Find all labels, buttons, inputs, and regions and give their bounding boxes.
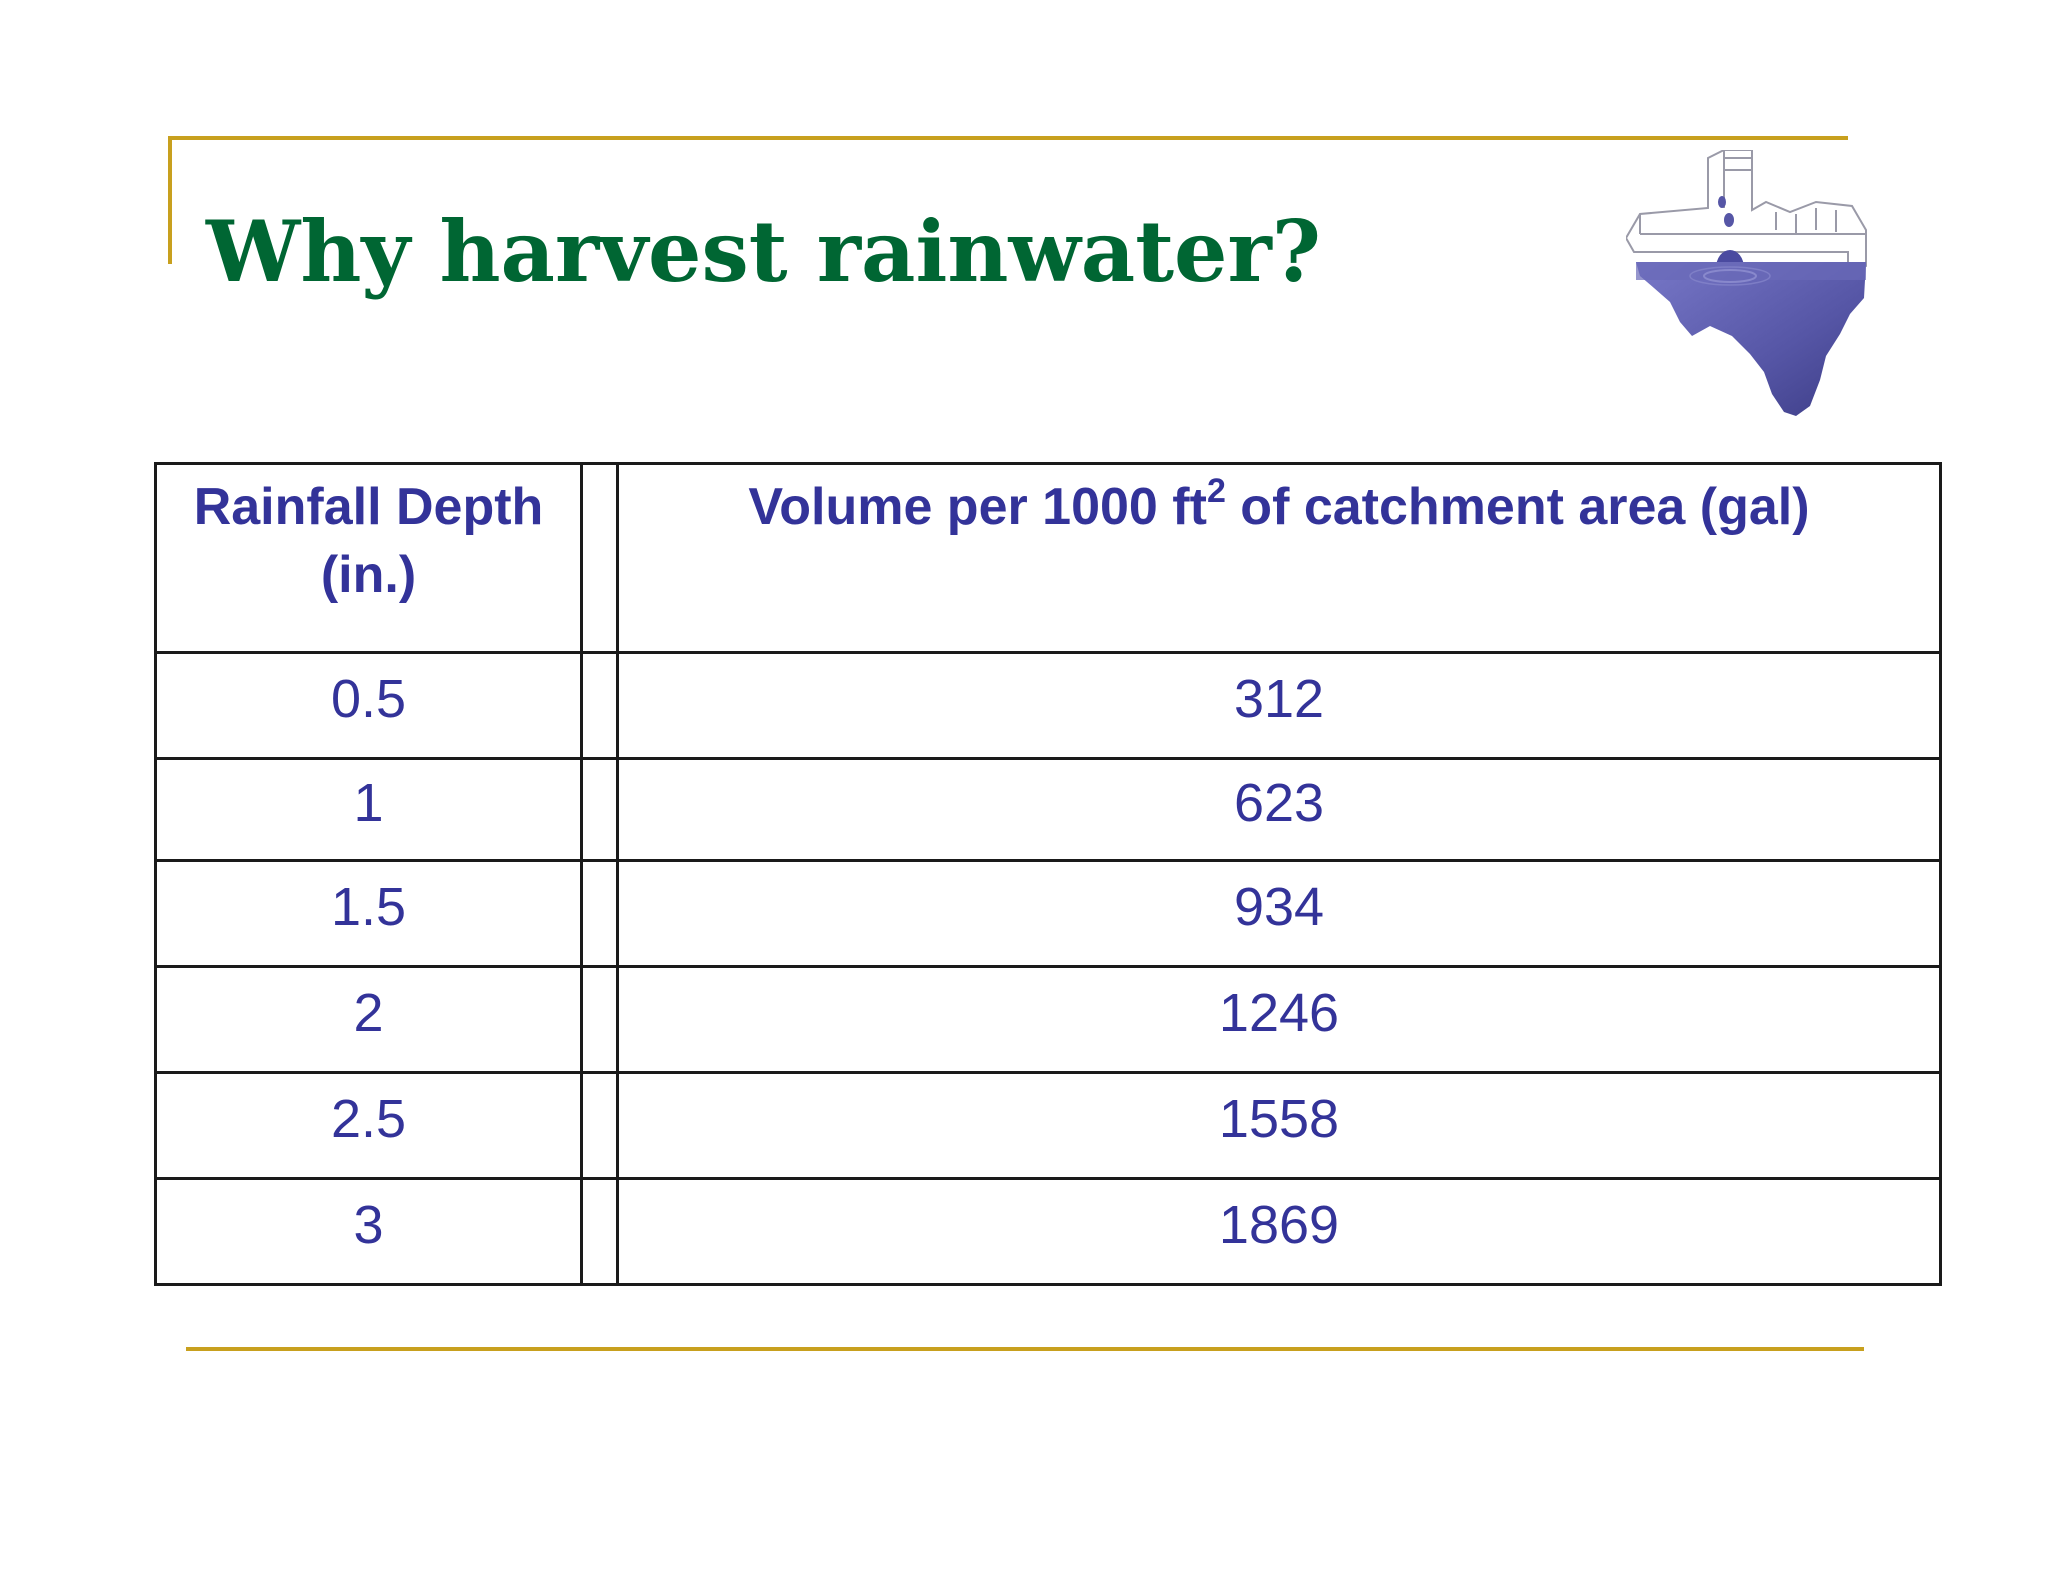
depth-cell: 1 (154, 757, 583, 862)
header-volume-text: Volume per 1000 ft (748, 478, 1207, 536)
volume-cell: 1246 (616, 965, 1942, 1074)
table-row: 0.5 312 (154, 651, 1942, 760)
depth-value: 1.5 (330, 876, 407, 937)
bottom-accent-rule (186, 1347, 1864, 1351)
depth-cell: 2 (154, 965, 583, 1074)
volume-value: 1246 (1218, 982, 1340, 1043)
rainfall-volume-table: Rainfall Depth (in.) Volume per 1000 ft2… (154, 462, 1942, 1286)
header-volume-label: Volume per 1000 ft2 of catchment area (g… (619, 465, 1939, 541)
volume-value: 1558 (1218, 1088, 1340, 1149)
depth-value: 1 (353, 772, 384, 833)
header-volume-superscript: 2 (1206, 471, 1226, 510)
top-accent-rule (168, 136, 1848, 140)
volume-cell: 623 (616, 757, 1942, 862)
depth-value: 2 (353, 982, 384, 1043)
depth-value: 0.5 (330, 668, 407, 729)
table-row: 2.5 1558 (154, 1071, 1942, 1180)
texas-rainwater-logo-icon (1626, 150, 1867, 416)
depth-cell: 2.5 (154, 1071, 583, 1180)
spacer-cell (580, 965, 619, 1074)
header-volume: Volume per 1000 ft2 of catchment area (g… (616, 462, 1942, 654)
depth-cell: 0.5 (154, 651, 583, 760)
depth-cell: 3 (154, 1177, 583, 1286)
spacer-cell (580, 1071, 619, 1180)
volume-value: 623 (1233, 772, 1325, 833)
volume-cell: 934 (616, 859, 1942, 968)
depth-value: 2.5 (330, 1088, 407, 1149)
volume-value: 934 (1233, 876, 1325, 937)
header-rainfall-depth-label: Rainfall Depth (in.) (193, 478, 544, 604)
table-row: 3 1869 (154, 1177, 1942, 1286)
volume-cell: 1869 (616, 1177, 1942, 1286)
volume-cell: 312 (616, 651, 1942, 760)
spacer-cell (580, 651, 619, 760)
table-row: 2 1246 (154, 965, 1942, 1074)
volume-value: 312 (1233, 668, 1325, 729)
spacer-cell (580, 462, 619, 654)
depth-cell: 1.5 (154, 859, 583, 968)
slide-title: Why harvest rainwater? (206, 202, 1321, 301)
depth-value: 3 (353, 1194, 384, 1255)
header-volume-text-rest: of catchment area (gal) (1225, 478, 1810, 536)
table-row: 1 623 (154, 757, 1942, 862)
volume-cell: 1558 (616, 1071, 1942, 1180)
left-accent-rule (168, 136, 172, 264)
table-header-row: Rainfall Depth (in.) Volume per 1000 ft2… (154, 462, 1942, 654)
volume-value: 1869 (1218, 1194, 1340, 1255)
header-rainfall-depth: Rainfall Depth (in.) (154, 462, 583, 654)
spacer-cell (580, 1177, 619, 1286)
spacer-cell (580, 757, 619, 862)
table-row: 1.5 934 (154, 859, 1942, 968)
spacer-cell (580, 859, 619, 968)
